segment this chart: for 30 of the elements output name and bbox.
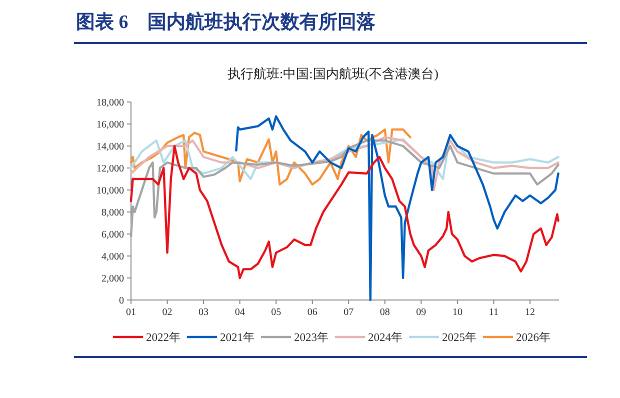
x-tick-label: 09 [416, 307, 426, 318]
x-tick-label: 10 [452, 307, 462, 318]
legend-label: 2024年 [368, 331, 403, 344]
x-tick-label: 02 [162, 307, 172, 318]
x-tick-label: 03 [198, 307, 209, 318]
y-tick-label: 16,000 [96, 120, 124, 130]
y-tick-label: 6,000 [102, 230, 124, 240]
y-tick-label: 14,000 [96, 142, 124, 152]
legend-label: 2021年 [220, 331, 255, 344]
x-tick-label: 01 [126, 307, 136, 318]
y-tick-label: 8,000 [102, 208, 124, 218]
x-tick-label: 04 [234, 307, 245, 318]
y-tick-label: 4,000 [102, 252, 124, 262]
x-tick-label: 07 [344, 307, 354, 318]
legend-label: 2022年 [146, 331, 181, 344]
chart-title: 图表 6 国内航班执行次数有所回落 [76, 11, 376, 33]
x-tick-label: 08 [380, 307, 390, 318]
legend-label: 2026年 [516, 331, 551, 344]
x-tick-label: 12 [524, 307, 535, 318]
y-tick-label: 18,000 [96, 98, 124, 108]
legend-label: 2025年 [442, 331, 477, 344]
x-tick-label: 05 [271, 307, 282, 318]
legend-label: 2023年 [294, 331, 329, 344]
x-tick-label: 06 [307, 307, 318, 318]
y-tick-label: 2,000 [102, 274, 124, 284]
y-tick-label: 10,000 [96, 186, 124, 196]
x-tick-label: 11 [488, 307, 499, 318]
y-tick-label: 0 [119, 296, 124, 306]
chart-subtitle: 执行航班:中国:国内航班(不含港澳台) [228, 66, 438, 81]
y-tick-label: 12,000 [96, 164, 124, 174]
